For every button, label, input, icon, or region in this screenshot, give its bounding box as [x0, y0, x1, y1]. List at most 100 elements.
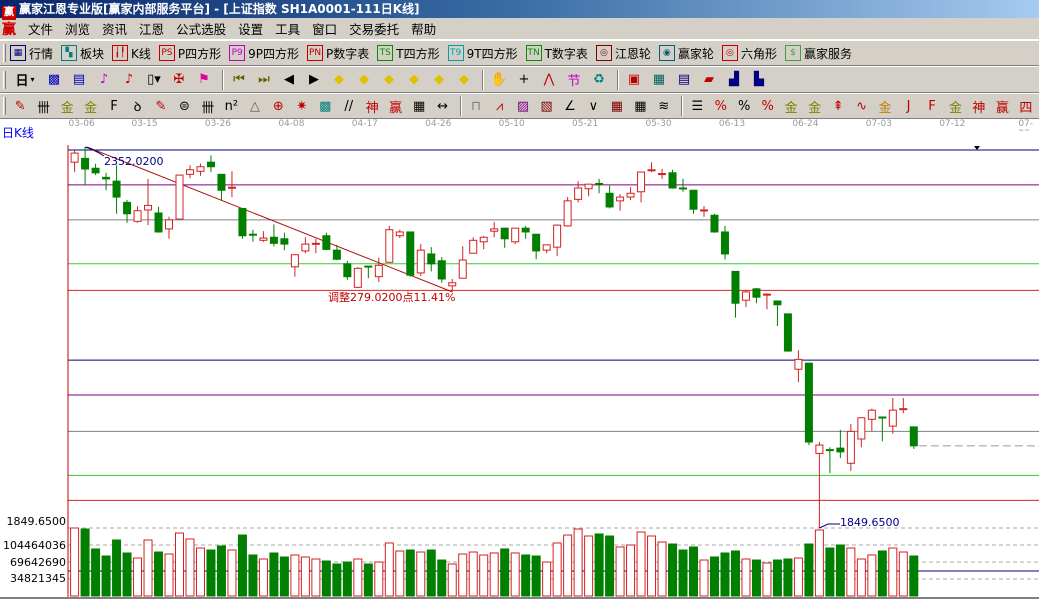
toolbar-button-quote-table[interactable]: ▦ 行情 — [10, 45, 53, 62]
toolbar-button-gann-wheel[interactable]: ◎ 江恩轮 — [595, 45, 651, 62]
zigzag-icon[interactable]: ⋀ — [543, 72, 555, 87]
expand-all-icon[interactable]: ◆ — [434, 72, 444, 87]
recycle-icon[interactable]: ♻ — [593, 72, 605, 87]
grid-number-icon[interactable]: ▦ — [412, 98, 426, 114]
winner-icon[interactable]: 赢 — [389, 100, 403, 116]
menu-item[interactable]: 交易委托 — [349, 22, 400, 37]
menu-item[interactable]: 帮助 — [411, 22, 437, 37]
prev-icon[interactable]: ◀ — [284, 72, 294, 87]
expand-h-icon[interactable]: ◆ — [384, 72, 394, 87]
toolbar-button-ps[interactable]: PS P四方形 — [158, 45, 221, 62]
menu-item[interactable]: 浏览 — [65, 22, 91, 37]
toolbar-button-hexagon[interactable]: ◎ 六角形 — [721, 45, 777, 62]
equal-lines-icon[interactable]: 卌 — [201, 100, 215, 116]
calendar-icon[interactable]: ▣ — [627, 72, 641, 87]
pen-icon[interactable]: ✎ — [14, 98, 26, 114]
indicator-9-icon[interactable]: ♪ — [124, 72, 134, 87]
list-icon[interactable]: ☰ — [691, 98, 704, 114]
gold-bars-icon[interactable]: 金 — [808, 100, 822, 116]
star-icon[interactable]: ✷ — [296, 98, 308, 114]
wave-icon[interactable]: ∨ — [588, 98, 599, 114]
flag-icon[interactable]: ⚑ — [198, 72, 210, 87]
shrink-h-icon[interactable]: ◆ — [409, 72, 419, 87]
hand-icon[interactable]: ✋ — [490, 72, 508, 87]
target-icon[interactable]: ⊕ — [272, 98, 284, 114]
left-diamond-icon[interactable]: ◆ — [334, 72, 344, 87]
arrow-pen-icon[interactable]: ⇞ — [832, 98, 844, 114]
menu-item[interactable]: 设置 — [238, 22, 264, 37]
grid-toggle-icon[interactable]: ✠ — [173, 72, 185, 87]
fibonacci-icon[interactable]: F — [110, 98, 118, 114]
toolbar-button-kline[interactable]: ╽╿ K线 — [112, 45, 151, 62]
last-icon[interactable]: ⏭ — [258, 72, 270, 87]
toolbar-button-dollar[interactable]: $ 赢家服务 — [784, 45, 852, 62]
percent-icon[interactable]: % — [738, 98, 751, 114]
winner-angle-icon[interactable]: 赢 — [995, 100, 1009, 116]
toolbar-button-ts[interactable]: TS T四方形 — [377, 45, 440, 62]
spiral-icon[interactable]: ꝺ — [133, 100, 142, 115]
menu-item[interactable]: 江恩 — [139, 22, 165, 37]
ruler-pen-icon[interactable]: ✎ — [155, 98, 167, 114]
toolbar-button-sector-blocks[interactable]: ▚ 板块 — [61, 45, 104, 62]
crosshair-icon[interactable]: + — [518, 72, 530, 87]
menu-item[interactable]: 窗口 — [312, 22, 338, 37]
fan-box-icon[interactable]: ▨ — [516, 98, 530, 114]
menu-item[interactable]: 公式选股 — [176, 22, 227, 37]
web-icon[interactable]: ▩ — [319, 98, 332, 114]
toolbar-button-tn[interactable]: TN T数字表 — [525, 45, 588, 62]
circle-lines-icon[interactable]: ⊜ — [179, 98, 190, 114]
chart-pattern-icon[interactable]: ▩ — [47, 72, 61, 87]
menu-item[interactable]: 文件 — [28, 22, 54, 37]
hatch-icon[interactable]: ≋ — [658, 98, 670, 114]
n-square-icon[interactable]: n² — [224, 98, 239, 114]
network-icon[interactable]: ▟ — [729, 72, 739, 87]
fan-icon[interactable]: ⩘ — [495, 98, 504, 114]
menu-item[interactable]: 工具 — [275, 22, 301, 37]
toolbar-button-pn[interactable]: PN P数字表 — [307, 45, 369, 62]
triangle-icon[interactable]: △ — [249, 98, 260, 114]
four-angle-icon[interactable]: 四 — [1019, 100, 1033, 116]
toolbar-button-p9[interactable]: P9 9P四方形 — [229, 45, 299, 62]
toolbar-grip[interactable] — [3, 70, 6, 89]
first-icon[interactable]: ⏮ — [233, 72, 245, 87]
indicator-3-icon[interactable]: ♪ — [99, 72, 109, 87]
j-angle-icon[interactable]: J — [906, 98, 911, 114]
toolbar-grip[interactable] — [3, 44, 6, 62]
computer-icon[interactable]: ▙ — [754, 72, 764, 87]
toolbar-button-winner-wheel[interactable]: ◉ 赢家轮 — [658, 45, 714, 62]
sine-icon[interactable]: ∿ — [856, 98, 868, 114]
candle-type-icon[interactable]: ▯▾ — [147, 72, 161, 87]
percent-lines-icon[interactable]: % — [761, 98, 774, 114]
god-icon[interactable]: 神 — [365, 100, 379, 116]
toolbar-grip[interactable] — [3, 97, 6, 115]
grid-box-icon[interactable]: ▦ — [610, 98, 624, 114]
document-icon[interactable]: ▤ — [677, 72, 691, 87]
toolbar-button-t9[interactable]: T9 9T四方形 — [447, 45, 518, 62]
gold-angle-icon[interactable]: 金 — [948, 100, 962, 116]
fan-lines-icon[interactable]: ▧ — [540, 98, 553, 114]
menu-item[interactable]: 资讯 — [102, 22, 128, 37]
right-diamond-icon[interactable]: ◆ — [359, 72, 369, 87]
f-angle-icon[interactable]: F — [928, 98, 936, 114]
gold-lines-2-icon[interactable]: 金 — [84, 100, 98, 116]
kline-chart[interactable]: 2352.0200 调整279.0200点11.41% 1849.6500 — [0, 118, 1039, 599]
horizontal-scrollbar[interactable] — [0, 597, 1039, 599]
menu-logo-icon[interactable]: 赢 — [2, 21, 16, 38]
gold-circle-icon[interactable]: 金 — [784, 100, 798, 116]
god-angle-icon[interactable]: 神 — [972, 100, 986, 116]
period-dropdown[interactable]: 日 ▾ — [10, 70, 40, 90]
node-icon[interactable]: 节 — [567, 74, 581, 89]
percent-line-icon[interactable]: % — [714, 98, 727, 114]
grid-box-2-icon[interactable]: ▦ — [634, 98, 647, 114]
angle-lines-icon[interactable]: // — [344, 98, 354, 114]
notepad-icon[interactable]: ▤ — [72, 72, 86, 87]
save-icon[interactable]: ▰ — [704, 72, 714, 87]
expand-v-icon[interactable]: ◆ — [459, 72, 469, 87]
next-icon[interactable]: ▶ — [309, 72, 319, 87]
gold-lines-icon[interactable]: 金 — [60, 100, 74, 116]
gold-red-icon[interactable]: 金 — [878, 100, 892, 116]
width-icon[interactable]: ↔ — [437, 98, 449, 114]
chart-area[interactable] — [0, 131, 1039, 597]
parallel-lines-icon[interactable]: 卌 — [37, 100, 51, 116]
box-icon[interactable]: ⊓ — [471, 98, 482, 114]
